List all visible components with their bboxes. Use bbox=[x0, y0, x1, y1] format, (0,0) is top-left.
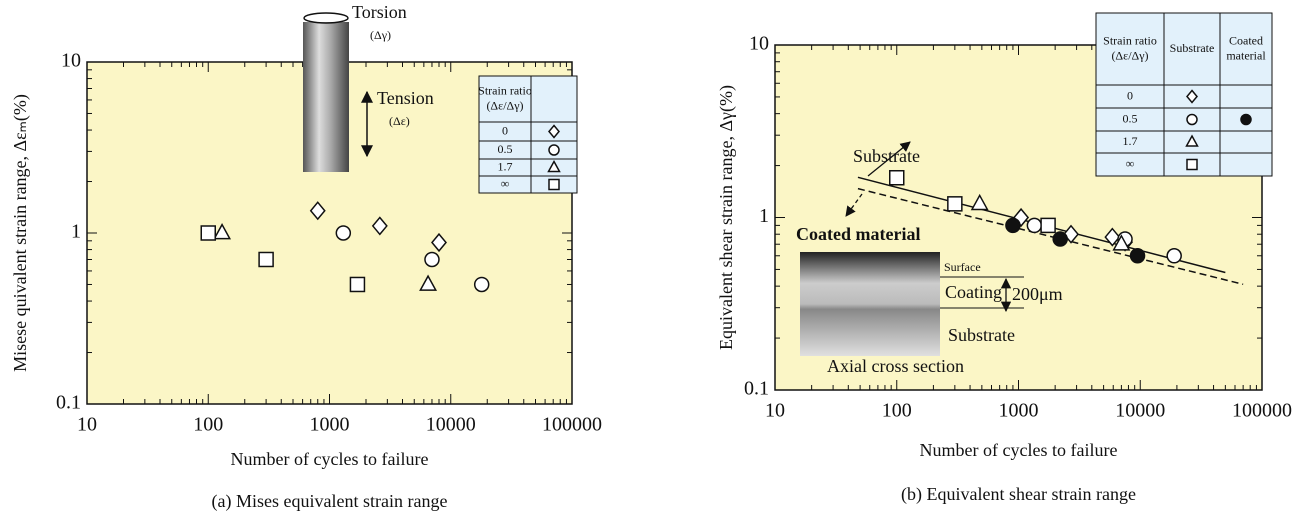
legend-header: (Δε/Δγ) bbox=[1111, 48, 1148, 62]
legend-symbol bbox=[1186, 89, 1198, 104]
legend-header: Strain ratio bbox=[478, 83, 532, 97]
x-tick-label: 100000 bbox=[1232, 400, 1292, 422]
legend-header: Coated bbox=[1229, 33, 1263, 47]
x-tick-label: 100 bbox=[193, 414, 223, 436]
annotation: (Δε) bbox=[389, 114, 410, 128]
x-axis-label: Number of cycles to failure bbox=[231, 449, 429, 469]
legend-label: 0.5 bbox=[498, 142, 513, 156]
x-tick-label: 1000 bbox=[310, 414, 350, 436]
legend-symbol bbox=[548, 124, 560, 139]
legend-symbol bbox=[548, 178, 560, 191]
data-point bbox=[1112, 234, 1131, 251]
data-point bbox=[424, 251, 440, 268]
data-point bbox=[1005, 217, 1021, 234]
annotation: Surface bbox=[944, 260, 981, 274]
legend-label: 0 bbox=[502, 123, 508, 137]
coating-illustration: Substrate Coated material Surface Coatin… bbox=[796, 141, 1063, 376]
legend-symbol bbox=[548, 144, 560, 156]
y-tick-label: 1 bbox=[71, 221, 81, 243]
arrow bbox=[867, 141, 911, 177]
data-point bbox=[1052, 231, 1068, 247]
legend-symbol bbox=[547, 159, 561, 173]
y-tick-label: 1 bbox=[759, 205, 769, 227]
legend-header: material bbox=[1226, 48, 1266, 62]
specimen-illustration: Torsion (Δγ) Tension (Δε) bbox=[303, 2, 434, 172]
y-axis-label: Equivalent shear strain range, Δγ(%) bbox=[716, 85, 737, 350]
legend-symbol bbox=[1240, 113, 1252, 126]
x-tick-label: 10 bbox=[765, 400, 785, 422]
legend-symbol bbox=[1185, 134, 1199, 147]
data-point bbox=[1026, 217, 1043, 234]
y-axis-label: Misese quivalent strain range, Δεₘ(%) bbox=[10, 94, 31, 372]
legend-label: 0.5 bbox=[1123, 111, 1138, 125]
specimen-photo bbox=[303, 22, 349, 172]
data-point bbox=[1040, 217, 1056, 234]
data-point bbox=[200, 225, 216, 241]
data-point bbox=[349, 276, 366, 293]
fit-line bbox=[857, 187, 1244, 286]
data-point bbox=[473, 276, 490, 293]
annotation: Axial cross section bbox=[827, 356, 964, 376]
data-point bbox=[213, 223, 232, 240]
data-point bbox=[1166, 248, 1182, 264]
data-point bbox=[371, 216, 388, 236]
annotation: Coating bbox=[945, 282, 1002, 302]
legend-label: 1.7 bbox=[1123, 134, 1138, 148]
legend-header: Substrate bbox=[1170, 41, 1215, 55]
annotation: 200μm bbox=[1012, 284, 1063, 304]
y-tick-label: 10 bbox=[749, 33, 769, 55]
y-tick-label: 0.1 bbox=[56, 392, 81, 414]
data-point bbox=[1104, 227, 1121, 247]
caption: (a) Mises equivalent strain range bbox=[212, 491, 448, 512]
x-tick-label: 10 bbox=[77, 414, 97, 436]
data-point bbox=[431, 232, 447, 253]
annotation: Tension bbox=[377, 88, 434, 108]
legend-table bbox=[1095, 12, 1273, 177]
annotation: Substrate bbox=[853, 146, 920, 166]
annotation: Torsion bbox=[352, 2, 407, 22]
annotation: Substrate bbox=[948, 325, 1015, 345]
legend-table bbox=[478, 75, 578, 194]
data-point bbox=[258, 251, 274, 268]
data-point bbox=[970, 193, 989, 211]
data-point bbox=[335, 225, 352, 241]
data-point bbox=[947, 196, 963, 212]
data-point bbox=[1129, 248, 1146, 264]
legend-header: Strain ratio bbox=[1103, 33, 1157, 47]
legend-label: 0 bbox=[1127, 88, 1133, 102]
x-tick-label: 10000 bbox=[1115, 400, 1165, 422]
legend-label: ∞ bbox=[1126, 156, 1135, 170]
annotation: Coated material bbox=[796, 224, 920, 244]
x-tick-label: 100 bbox=[882, 400, 912, 422]
arrow bbox=[845, 193, 863, 217]
legend-header: (Δε/Δγ) bbox=[486, 98, 523, 112]
micrograph bbox=[800, 252, 940, 356]
legend-label: ∞ bbox=[501, 176, 510, 190]
annotation: (Δγ) bbox=[370, 28, 391, 42]
caption: (b) Equivalent shear strain range bbox=[901, 484, 1136, 505]
y-tick-label: 10 bbox=[61, 50, 81, 72]
data-point bbox=[889, 169, 905, 186]
legend-label: 1.7 bbox=[498, 159, 513, 173]
x-axis-label: Number of cycles to failure bbox=[920, 440, 1118, 460]
x-tick-label: 100000 bbox=[542, 414, 602, 436]
data-point bbox=[309, 201, 326, 221]
x-tick-label: 10000 bbox=[426, 414, 476, 436]
legend-symbol bbox=[1186, 158, 1198, 171]
legend-symbol bbox=[1186, 113, 1198, 126]
x-tick-label: 1000 bbox=[999, 400, 1039, 422]
y-tick-label: 0.1 bbox=[744, 378, 769, 400]
torsion-arrow bbox=[303, 12, 349, 24]
data-point bbox=[419, 274, 438, 291]
